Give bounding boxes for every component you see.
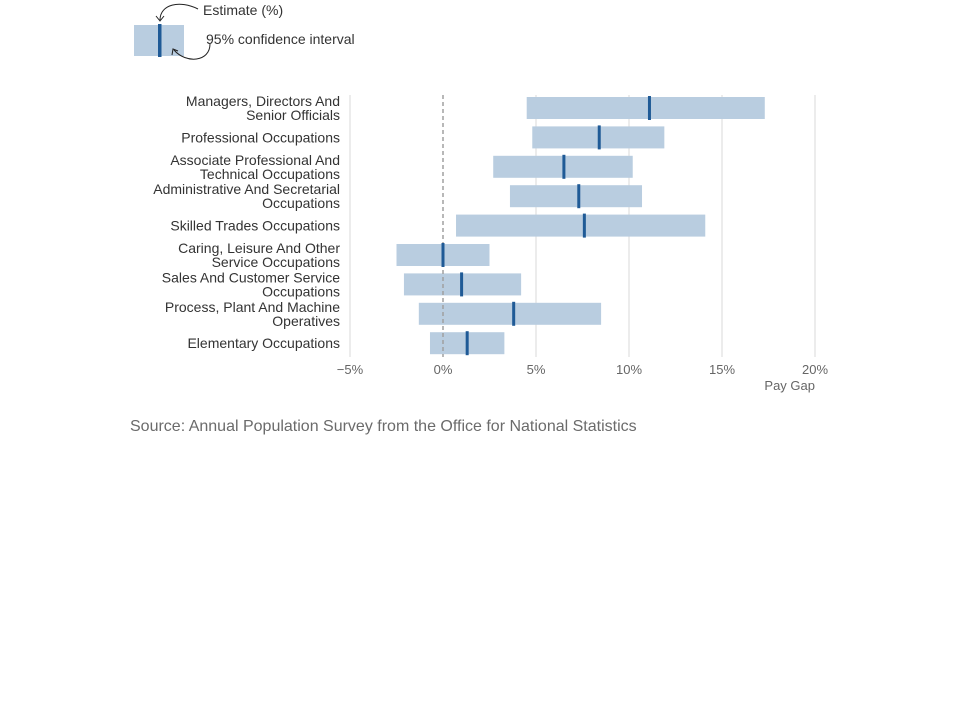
interval-bars bbox=[396, 97, 765, 355]
estimate-mark bbox=[562, 154, 566, 179]
category-label: Elementary Occupations bbox=[187, 335, 340, 351]
source-note: Source: Annual Population Survey from th… bbox=[130, 418, 637, 435]
legend-estimate-swatch bbox=[158, 24, 162, 57]
x-tick-label: 20% bbox=[802, 362, 828, 377]
legend-estimate-arrow bbox=[159, 3, 199, 21]
estimate-mark bbox=[597, 125, 601, 150]
legend-ci-arrow bbox=[173, 43, 211, 60]
pay-gap-chart: Estimate (%) 95% confidence interval Man… bbox=[134, 2, 829, 393]
x-tick-label: 15% bbox=[709, 362, 735, 377]
estimate-mark bbox=[647, 96, 651, 120]
category-label: Occupations bbox=[262, 283, 340, 299]
estimate-mark bbox=[460, 272, 464, 297]
category-label: Skilled Trades Occupations bbox=[170, 218, 340, 234]
x-tick-label: −5% bbox=[337, 362, 364, 377]
category-label: Process, Plant And Machine bbox=[165, 299, 340, 315]
estimate-marks bbox=[441, 96, 651, 356]
legend-ci-label: 95% confidence interval bbox=[206, 31, 355, 47]
category-label: Occupations bbox=[262, 195, 340, 211]
category-label: Technical Occupations bbox=[200, 166, 340, 182]
x-tick-label: 10% bbox=[616, 362, 642, 377]
confidence-interval-bar bbox=[509, 185, 643, 208]
estimate-mark bbox=[441, 243, 445, 267]
x-axis-title: Pay Gap bbox=[764, 378, 815, 393]
x-tick-label: 5% bbox=[527, 362, 546, 377]
estimate-mark bbox=[465, 331, 469, 356]
legend: Estimate (%) 95% confidence interval bbox=[134, 2, 355, 60]
category-label: Administrative And Secretarial bbox=[153, 181, 340, 197]
legend-estimate-arrowhead bbox=[155, 15, 165, 22]
legend-estimate-label: Estimate (%) bbox=[203, 2, 283, 18]
category-label: Caring, Leisure And Other bbox=[178, 240, 340, 256]
category-label: Associate Professional And bbox=[170, 152, 340, 168]
x-tick-label: 0% bbox=[434, 362, 453, 377]
x-tick-labels: −5% 0% 5% 10% 15% 20% bbox=[337, 362, 829, 377]
category-label: Operatives bbox=[272, 313, 340, 329]
estimate-mark bbox=[512, 301, 516, 326]
confidence-interval-bar bbox=[418, 302, 602, 325]
category-label: Senior Officials bbox=[246, 107, 340, 123]
category-label: Professional Occupations bbox=[181, 129, 340, 145]
confidence-interval-bar bbox=[456, 214, 706, 237]
category-label: Managers, Directors And bbox=[186, 93, 340, 109]
confidence-interval-bar bbox=[526, 97, 765, 119]
category-label: Sales And Customer Service bbox=[162, 269, 340, 285]
estimate-mark bbox=[582, 213, 586, 238]
estimate-mark bbox=[577, 184, 581, 209]
legend-ci-arrowhead bbox=[171, 48, 179, 56]
category-label: Service Occupations bbox=[212, 254, 340, 270]
